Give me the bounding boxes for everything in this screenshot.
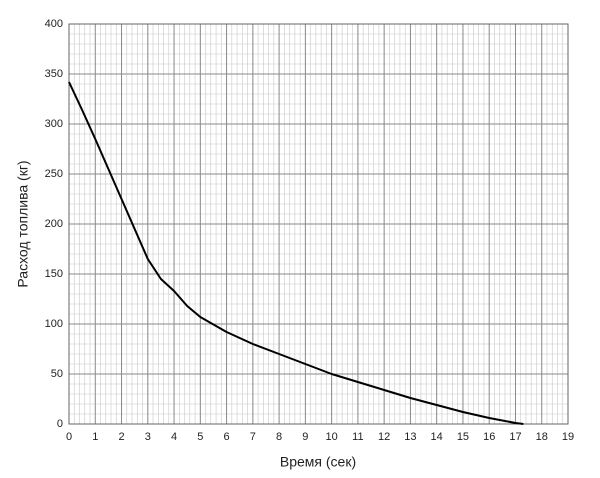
plot-frame [68,23,569,425]
y-tick-label: 250 [45,168,63,180]
y-axis-title: Расход топлива (кг) [15,160,31,287]
y-tick-label: 0 [57,418,63,430]
x-tick-label: 12 [378,431,390,443]
x-tick-label: 7 [250,431,256,443]
x-tick-label: 6 [224,431,230,443]
x-tick-label: 4 [171,431,177,443]
y-tick-label: 400 [45,18,63,30]
y-tick-label: 100 [45,318,63,330]
x-axis-title: Время (сек) [280,454,356,470]
y-tick-label: 50 [51,368,63,380]
x-tick-label: 17 [509,431,521,443]
x-tick-label: 10 [326,431,338,443]
x-tick-label: 15 [457,431,469,443]
x-tick-label: 0 [66,431,72,443]
x-tick-label: 18 [536,431,548,443]
x-tick-label: 9 [302,431,308,443]
y-tick-label: 350 [45,68,63,80]
x-tick-label: 19 [562,431,574,443]
x-tick-label: 8 [276,431,282,443]
x-tick-label: 11 [352,431,363,443]
x-tick-label: 3 [145,431,151,443]
y-tick-label: 150 [45,268,63,280]
x-tick-label: 2 [118,431,124,443]
y-tick-label: 200 [45,218,63,230]
x-tick-label: 13 [404,431,416,443]
x-tick-label: 16 [483,431,495,443]
data-line [68,81,524,425]
x-tick-label: 1 [92,431,98,443]
x-tick-label: 5 [197,431,203,443]
x-tick-label: 14 [431,431,443,443]
y-tick-label: 300 [45,118,63,130]
